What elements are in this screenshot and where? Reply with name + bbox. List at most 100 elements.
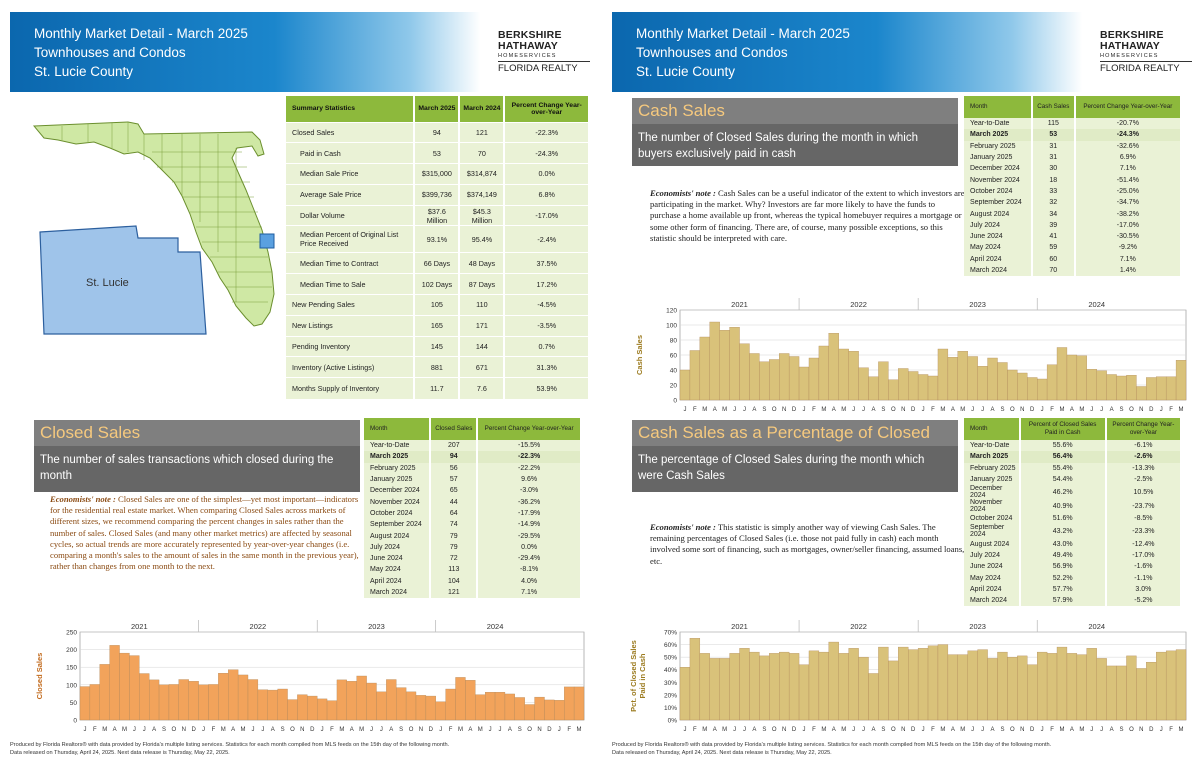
stat-prior: $45.3 Million [459,204,506,226]
chart-bar [828,641,839,721]
chart-bar [729,327,740,401]
row-value: 55.4% [1019,462,1107,474]
col-month: Month [964,96,1033,118]
row-month: March 2025 [964,129,1033,141]
chart-bar [168,684,179,721]
x-tick-label: A [508,727,512,733]
x-tick-label: A [832,407,836,413]
footer-line2: Data released on Thursday, April 24, 202… [612,749,832,756]
chart-bar [198,684,209,721]
chart-bar [346,681,357,721]
note-heading: Economists' note : [650,522,716,532]
report-title: Monthly Market Detail - March 2025 [636,26,850,41]
table-row: Year-to-Date 207 -15.5% [364,440,582,452]
row-change: -13.3% [1105,462,1183,474]
chart-bar [719,658,730,721]
row-value: 70 [1031,264,1076,277]
table-row: September 2024 32 -34.7% [964,197,1183,209]
cash-sales-note: Economists' note : Cash Sales can be a u… [650,188,966,244]
x-tick-label: A [991,407,995,413]
row-change: 7.1% [1074,253,1183,265]
chart-bar [858,656,869,721]
row-month: April 2024 [964,583,1021,595]
chart-bar [158,684,170,721]
stat-change: 31.3% [504,356,590,378]
table-row: August 2024 43.0% -12.4% [964,538,1183,550]
table-row: July 2024 79 0.0% [364,541,582,553]
stat-change: 17.2% [504,273,590,295]
table-row: March 2024 57.9% -5.2% [964,594,1183,607]
stat-label: Average Sale Price [286,183,416,206]
x-tick-label: J [489,727,492,733]
row-value: 94 [430,451,479,463]
x-tick-label: J [370,727,373,733]
table-row: April 2024 60 7.1% [964,253,1183,265]
table-row: Average Sale Price $399,736 $374,149 6.8% [286,183,590,206]
y-axis-label: Pct. of Closed SalesPaid in Cash [629,640,647,712]
county-label: St. Lucie [86,277,129,289]
report-title: Monthly Market Detail - March 2025 [34,26,248,41]
x-tick-label: D [310,727,315,733]
chart-bar [267,689,278,721]
x-tick-label: M [702,407,707,413]
note-body: Cash Sales can be a useful indicator of … [650,188,965,243]
table-row: New Listings 165 171 -3.5% [286,314,590,337]
x-tick-label: M [940,727,945,733]
x-tick-label: D [1149,407,1154,413]
row-month: January 2025 [964,151,1033,164]
row-change: 0.0% [477,541,582,553]
row-month: February 2025 [964,140,1033,152]
chart-bar [208,684,219,721]
row-value: 65 [430,485,479,497]
chart-bar [524,704,535,721]
table-row: January 2025 31 6.9% [964,151,1183,164]
table-row: Pending Inventory 145 144 0.7% [286,335,590,357]
chart-bar [287,699,298,721]
florida-map [32,112,292,357]
table-row: Inventory (Active Listings) 881 671 31.3% [286,356,590,378]
chart-bar [1126,375,1137,401]
x-tick-label: O [290,727,295,733]
chart-bar [1086,369,1097,401]
x-tick-label: J [803,727,806,733]
x-tick-label: J [852,727,855,733]
cash-pct-description: The percentage of Closed Sales during th… [632,446,958,492]
row-change: -22.2% [477,462,582,474]
row-change: -8.5% [1105,513,1183,525]
table-row: September 2024 43.2% -23.3% [964,524,1183,539]
chart-bar [788,653,800,721]
row-value: 56.4% [1019,451,1107,463]
col-change: Percent Change Year-over-Year [1105,418,1183,440]
y-tick-label: 70% [664,630,677,637]
y-tick-label: 50 [70,700,78,707]
st-lucie-shape [39,225,207,335]
row-change: -3.0% [477,485,582,497]
chart-bar [485,692,496,721]
row-value: 32 [1031,197,1076,209]
col-month: Month [364,418,432,440]
brand-line4: FLORIDA REALTY [498,63,578,74]
note-heading: Economists' note : [50,494,116,504]
stat-label: Median Time to Contract [286,252,416,274]
chart-bar [564,686,575,721]
x-tick-label: M [940,407,945,413]
y-tick-label: 10% [664,705,677,712]
table-row: February 2025 55.4% -13.3% [964,462,1183,474]
x-tick-label: O [172,727,177,733]
table-row: March 2025 53 -24.3% [964,129,1183,141]
stat-current: 93.1% [414,225,461,253]
chart-bar [957,654,968,721]
stat-prior: 121 [459,121,506,143]
table-row: February 2025 31 -32.6% [964,140,1183,152]
table-row: May 2024 59 -9.2% [964,242,1183,254]
stat-prior: 95.4% [459,225,506,253]
x-tick-label: J [922,407,925,413]
chart-bar [967,650,978,721]
chart-bar [927,375,939,401]
chart-bar [808,357,820,401]
row-value: 31 [1031,140,1076,152]
row-change: -22.3% [477,451,582,463]
chart-bar [848,648,859,721]
chart-bar [689,638,701,721]
row-change: -5.2% [1105,594,1183,607]
